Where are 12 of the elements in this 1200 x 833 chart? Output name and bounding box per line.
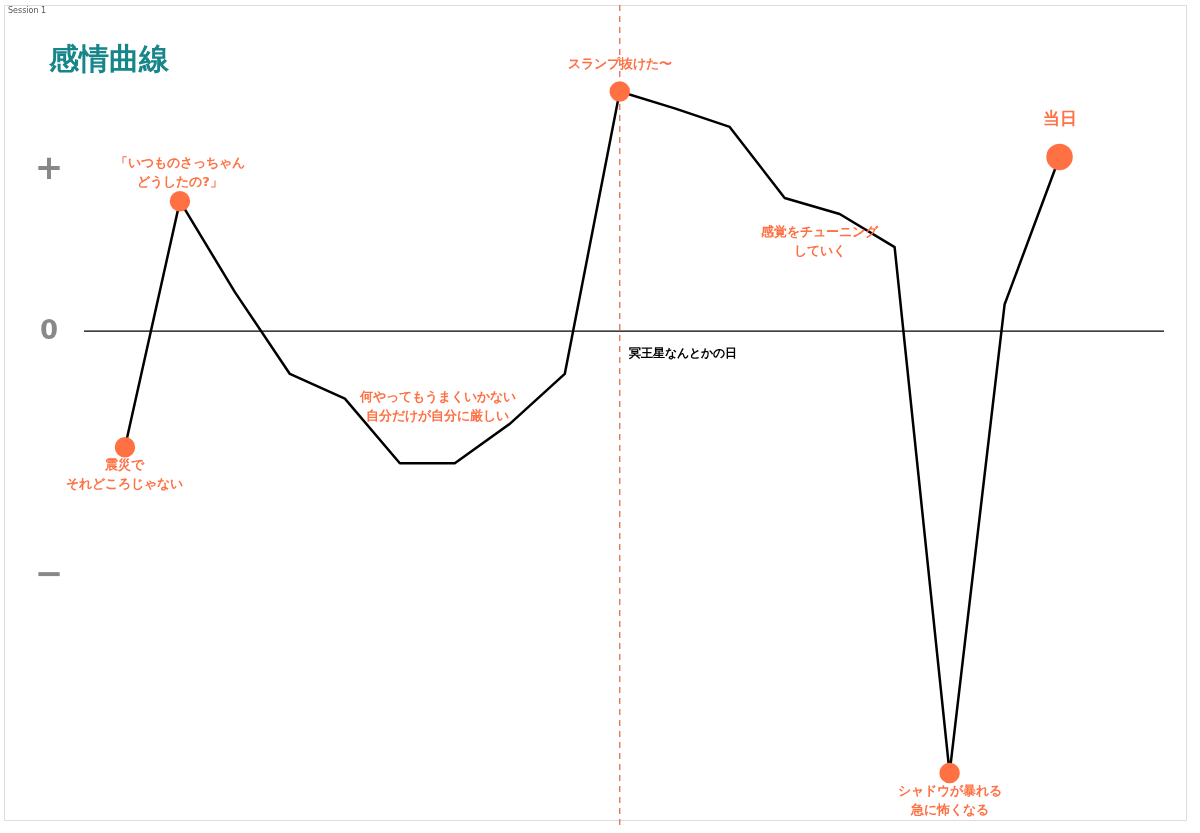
text: + — [34, 146, 64, 187]
text: 0 — [39, 315, 59, 346]
annotation: 「いつものさっちゃんどうしたの?」 — [114, 155, 245, 190]
text: Session 1 — [8, 6, 47, 15]
chart-title: 感情曲線 — [48, 41, 170, 76]
annotation: スランプ抜けた〜 — [567, 55, 672, 71]
text: − — [34, 552, 64, 593]
annotation: 冥王星なんとかの日 — [627, 346, 737, 361]
annotation: 何やってもうまくいかない自分だけが自分に厳しい — [358, 389, 516, 424]
annotation: 当日 — [1042, 107, 1077, 128]
annotation: 震災でそれどころじゃない — [66, 457, 184, 492]
annotation: シャドウが暴れる急に怖くなる — [897, 782, 1002, 817]
